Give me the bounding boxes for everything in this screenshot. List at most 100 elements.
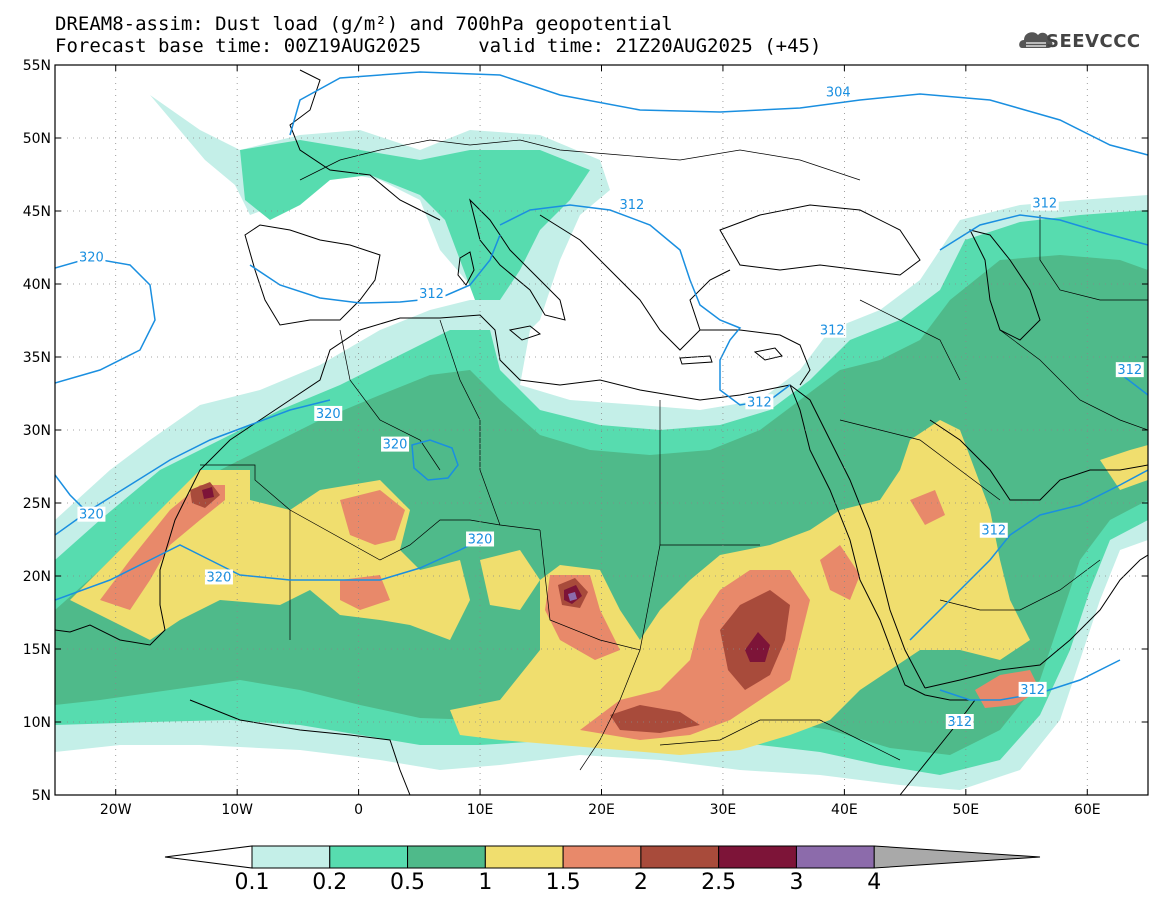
border-iran — [999, 329, 1148, 431]
contour-label: 304 — [826, 86, 851, 101]
coast-africa — [55, 314, 976, 795]
colorbar: 0.1 0.2 0.5 1 1.5 2 2.5 3 4 — [164, 845, 1041, 895]
dust-band-1.5-yemen — [975, 670, 1040, 708]
dust-band-2.5-maur — [202, 487, 214, 499]
contour-label: 312 — [947, 715, 972, 730]
colorbar-level-label: 2.5 — [701, 870, 736, 895]
colorbar-level-label: 3 — [789, 870, 803, 895]
coast-france-uk — [289, 69, 441, 221]
border-europe-central — [299, 139, 861, 181]
colorbar-swatch — [251, 845, 331, 869]
coast-crete — [679, 355, 713, 365]
coast-turkey-levant — [700, 329, 811, 386]
coast-arabia-south — [924, 554, 1148, 689]
border-turkey-iraq — [859, 299, 961, 381]
cloud-icon — [1019, 32, 1053, 48]
contour-label: 320 — [383, 438, 408, 453]
dust-band-2.5-sudan — [745, 632, 770, 662]
y-tick-label: 40N — [23, 277, 51, 293]
contour-320-closed — [411, 439, 459, 481]
x-tick-label: 60E — [1074, 802, 1101, 818]
contour-label-bg — [417, 286, 446, 302]
colorbar-level-label: 1.5 — [546, 870, 581, 895]
coast-persian-gulf — [929, 419, 1148, 501]
y-tick-label: 15N — [23, 642, 51, 658]
dust-band-0.2-europe — [240, 140, 590, 300]
y-tick-label: 50N — [23, 131, 51, 147]
dust-band-1.5-west — [100, 485, 225, 610]
y-tick-label: 35N — [23, 350, 51, 366]
chart-title: DREAM8-assim: Dust load (g/m²) and 700hP… — [55, 13, 673, 35]
contour-label: 312 — [619, 198, 644, 213]
dust-band-1-libya — [480, 550, 540, 610]
border-central-asia — [1039, 215, 1148, 301]
colorbar-over-arrow — [873, 845, 1041, 869]
contour-label-bg — [1030, 195, 1059, 211]
contour-label-bg — [1115, 362, 1144, 378]
contour-label-bg — [617, 197, 646, 213]
contour-label-bg — [824, 84, 853, 100]
border-chad-sudan — [579, 649, 641, 771]
border-saudi-yemen — [939, 559, 1101, 611]
x-tick-label: 20W — [100, 802, 132, 818]
x-tick-label: 10W — [221, 802, 253, 818]
y-tick-label: 10N — [23, 715, 51, 731]
contour-304 — [289, 71, 1148, 156]
contour-label-bg — [745, 394, 774, 410]
colorbar-swatch — [640, 845, 720, 869]
contour-label-bg — [204, 569, 233, 585]
contour-label: 320 — [79, 251, 104, 266]
colorbar-swatch — [718, 845, 797, 869]
contour-label: 312 — [820, 324, 845, 339]
contour-label-bg — [945, 714, 974, 729]
y-tick-label: 30N — [23, 423, 51, 439]
colorbar-swatch — [562, 845, 642, 869]
coast-sardinia — [457, 251, 475, 286]
coast-italy — [469, 198, 566, 321]
contour-312-east — [939, 214, 1148, 251]
contour-label-bg — [77, 249, 106, 265]
contour-label: 312 — [419, 287, 444, 302]
chart-subtitle: Forecast base time: 00Z19AUG2025 valid t… — [55, 35, 822, 57]
plot-area: 304 312 312 320 312 312 312 312 320 320 320 320 312 3… — [55, 65, 1148, 795]
contour-label: 312 — [981, 524, 1006, 539]
contour-label: 312 — [747, 395, 772, 410]
colorbar-level-label: 0.1 — [235, 870, 270, 895]
y-tick-label: 20N — [23, 569, 51, 585]
coast-gulf-guinea — [189, 699, 411, 795]
logo-text: SEEVCCC — [1046, 31, 1141, 52]
y-tick-label: 5N — [32, 788, 51, 804]
contour-320-south — [55, 534, 491, 601]
colorbar-swatch — [484, 845, 564, 869]
contour-labels: 304 312 312 320 312 312 312 312 320 320 320 320 312 3… — [77, 84, 1144, 730]
colorbar-level-label: 2 — [634, 870, 648, 895]
border-western-sahara — [200, 464, 291, 640]
colorbar-level-label: 0.5 — [390, 870, 425, 895]
dust-band-1.5-niger — [340, 575, 390, 610]
y-tick-label: 45N — [23, 204, 51, 220]
coast-caspian — [969, 229, 1041, 341]
border-saudi-north — [839, 419, 1001, 501]
dust-band-1-arabia — [1100, 445, 1148, 490]
colorbar-level-label: 1 — [478, 870, 492, 895]
y-tick-label: 55N — [23, 58, 51, 74]
axis-ticks: 20W 10W 0 10E 20E 30E 40E 50E 60E 5N 10N 15N 20N 25N 3… — [23, 58, 1148, 818]
contour-label-bg — [314, 405, 343, 421]
colorbar-swatch — [795, 845, 875, 869]
contour-label-bg — [381, 436, 410, 452]
contour-label: 312 — [1020, 683, 1045, 698]
border-south-sudan — [659, 719, 901, 761]
coast-balkans-greece — [539, 214, 731, 351]
dust-band-1.5-egypt — [820, 545, 860, 600]
x-tick-label: 40E — [831, 802, 858, 818]
border-libya-chad — [539, 529, 760, 651]
dust-band-2-chad — [610, 705, 700, 733]
contour-312-iberia — [249, 234, 501, 304]
coast-sicily — [508, 325, 542, 341]
contour-label: 312 — [1117, 363, 1142, 378]
contour-312-arabia — [909, 469, 1148, 641]
contour-label-bg — [77, 506, 106, 522]
contour-label: 320 — [316, 407, 341, 422]
contour-label: 312 — [1032, 197, 1057, 212]
